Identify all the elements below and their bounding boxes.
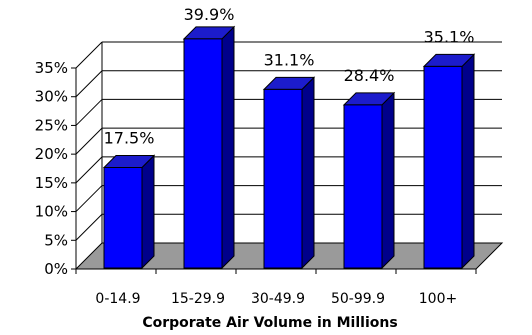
bar-front [103,167,143,269]
gridline-depth [75,99,103,126]
gridline-depth [75,127,103,155]
y-tick-label: 0% [44,260,68,278]
y-tick-label: 15% [35,174,68,192]
data-label: 39.9% [184,5,235,24]
y-tick-label: 25% [35,116,68,134]
bar-front [263,88,303,269]
x-tick-label: 50-99.9 [331,291,385,307]
bar [102,154,156,270]
bar [422,53,476,270]
y-tick-label: 30% [35,88,68,106]
data-label: 31.1% [264,50,315,69]
gridline-depth [75,41,103,69]
x-tick-label: 15-29.9 [171,291,225,307]
bar [182,25,236,270]
x-tick-label: 100+ [419,291,457,307]
x-tick-label: 30-49.9 [251,291,305,307]
x-axis-categories: 0-14.9 15-29.9 30-49.9 50-99.9 100+ [75,269,477,307]
gridline-depth [75,185,103,212]
y-tick-label: 20% [35,145,68,163]
bar-side [461,53,475,270]
gridline-depth [75,156,103,184]
bar-side [221,25,235,270]
bar [262,76,316,270]
bar-side [381,91,395,270]
y-tick-label: 10% [35,203,68,221]
data-label: 17.5% [104,129,155,148]
bar-side [141,154,155,270]
x-tick-label: 0-14.9 [95,291,140,307]
bar-side [301,76,315,270]
data-labels: 17.5% 39.9% 31.1% 28.4% 35.1% [104,5,475,148]
x-axis-title: Corporate Air Volume in Millions [142,315,397,331]
y-axis: 0% 5% 10% 15% 20% 25% 30% 35% [35,59,77,278]
bars [102,25,476,270]
bar-front [343,104,383,269]
bar-front [183,38,223,269]
y-tick-label: 5% [44,231,68,249]
data-label: 35.1% [424,27,475,46]
bar [342,91,396,270]
bar-front [423,65,463,269]
gridline-depth [75,213,103,241]
y-tick-label: 35% [35,59,68,77]
gridline-depth [75,70,103,98]
data-label: 28.4% [344,66,395,85]
